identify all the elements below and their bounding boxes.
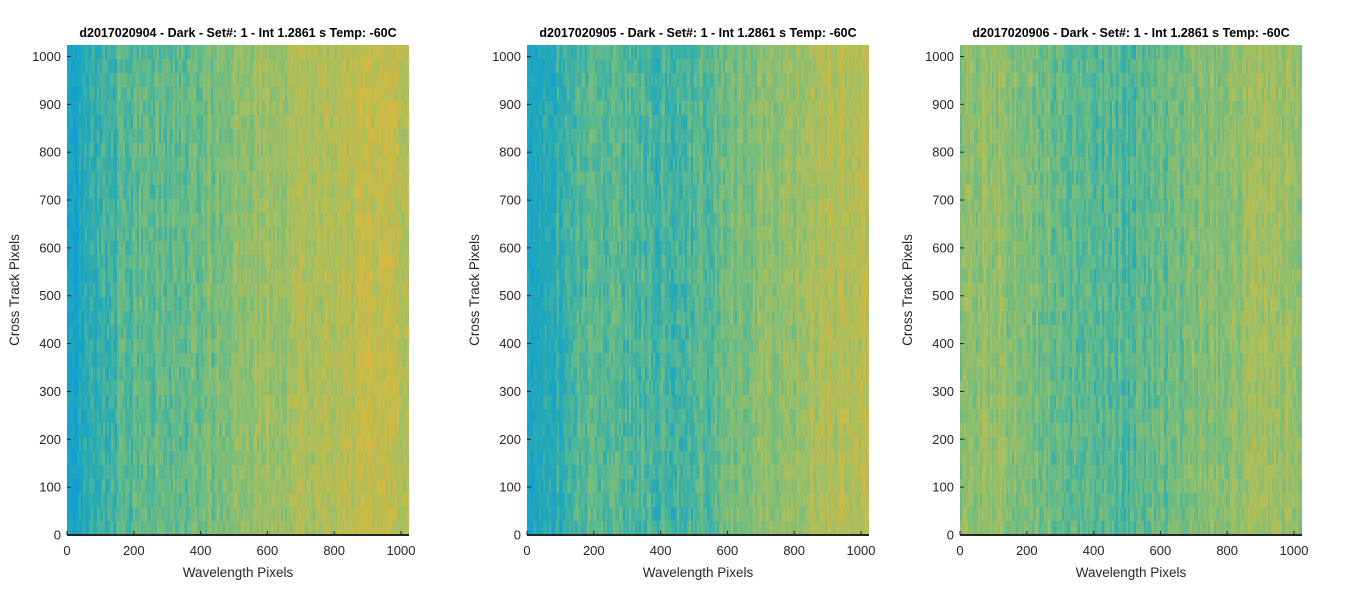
y-axis-label: Cross Track Pixels xyxy=(467,234,482,346)
x-tick-label: 0 xyxy=(956,543,963,558)
x-tick-label: 200 xyxy=(583,543,605,558)
x-tick-label: 0 xyxy=(63,543,70,558)
y-tick-label: 700 xyxy=(39,193,61,208)
y-tick-label: 400 xyxy=(932,336,954,351)
x-axis-label: Wavelength Pixels xyxy=(183,565,294,580)
y-tick-label: 100 xyxy=(39,480,61,495)
heatmap-image xyxy=(960,45,1302,535)
x-tick-label: 600 xyxy=(257,543,279,558)
y-tick-label: 300 xyxy=(932,384,954,399)
y-tick-label: 800 xyxy=(932,145,954,160)
y-tick-label: 300 xyxy=(39,384,61,399)
x-tick-label: 1000 xyxy=(387,543,416,558)
y-tick-label: 900 xyxy=(932,97,954,112)
x-axis-label: Wavelength Pixels xyxy=(1076,565,1187,580)
heatmap-image xyxy=(67,45,409,535)
y-tick-label: 0 xyxy=(514,528,521,543)
y-tick-label: 1000 xyxy=(492,49,521,64)
y-tick-label: 400 xyxy=(39,336,61,351)
y-tick-label: 1000 xyxy=(32,49,61,64)
x-tick-label: 200 xyxy=(123,543,145,558)
y-tick-label: 800 xyxy=(499,145,521,160)
x-tick-label: 600 xyxy=(1150,543,1172,558)
heatmap-image xyxy=(527,45,869,535)
x-tick-label: 800 xyxy=(783,543,805,558)
x-tick-label: 1000 xyxy=(847,543,876,558)
y-tick-label: 500 xyxy=(932,288,954,303)
y-tick-label: 400 xyxy=(499,336,521,351)
y-tick-label: 1000 xyxy=(925,49,954,64)
chart-panel-1: 0 200 400 600 800 1000 0 100 200 300 400 500 600 700 8… xyxy=(7,26,415,580)
y-tick-label: 700 xyxy=(499,193,521,208)
x-tick-label: 0 xyxy=(523,543,530,558)
y-tick-label: 800 xyxy=(39,145,61,160)
y-tick-label: 100 xyxy=(499,480,521,495)
y-axis-label: Cross Track Pixels xyxy=(900,234,915,346)
x-tick-label: 800 xyxy=(1216,543,1238,558)
y-tick-label: 700 xyxy=(932,193,954,208)
x-tick-label: 400 xyxy=(190,543,212,558)
chart-title: d2017020904 - Dark - Set#: 1 - Int 1.286… xyxy=(79,26,396,40)
y-axis-label: Cross Track Pixels xyxy=(7,234,22,346)
y-tick-label: 600 xyxy=(932,240,954,255)
chart-panel-3: 0 200 400 600 800 1000 0 100 200 300 400 500 600 700 8… xyxy=(900,26,1308,580)
y-tick-label: 0 xyxy=(54,528,61,543)
y-tick-label: 300 xyxy=(499,384,521,399)
x-axis-label: Wavelength Pixels xyxy=(643,565,754,580)
x-tick-label: 1000 xyxy=(1280,543,1309,558)
y-tick-label: 900 xyxy=(39,97,61,112)
y-tick-label: 200 xyxy=(39,432,61,447)
x-tick-label: 200 xyxy=(1016,543,1038,558)
chart-title: d2017020905 - Dark - Set#: 1 - Int 1.286… xyxy=(539,26,856,40)
x-tick-label: 400 xyxy=(1083,543,1105,558)
y-tick-label: 200 xyxy=(499,432,521,447)
y-tick-label: 0 xyxy=(947,528,954,543)
chart-title: d2017020906 - Dark - Set#: 1 - Int 1.286… xyxy=(972,26,1289,40)
y-tick-label: 600 xyxy=(39,240,61,255)
x-tick-label: 400 xyxy=(650,543,672,558)
x-tick-label: 800 xyxy=(323,543,345,558)
x-tick-label: 600 xyxy=(717,543,739,558)
y-tick-label: 500 xyxy=(39,288,61,303)
y-tick-label: 900 xyxy=(499,97,521,112)
chart-panel-2: 0 200 400 600 800 1000 0 100 200 300 400 500 600 700 8… xyxy=(467,26,875,580)
y-tick-label: 500 xyxy=(499,288,521,303)
y-tick-label: 100 xyxy=(932,480,954,495)
y-tick-label: 600 xyxy=(499,240,521,255)
y-tick-label: 200 xyxy=(932,432,954,447)
